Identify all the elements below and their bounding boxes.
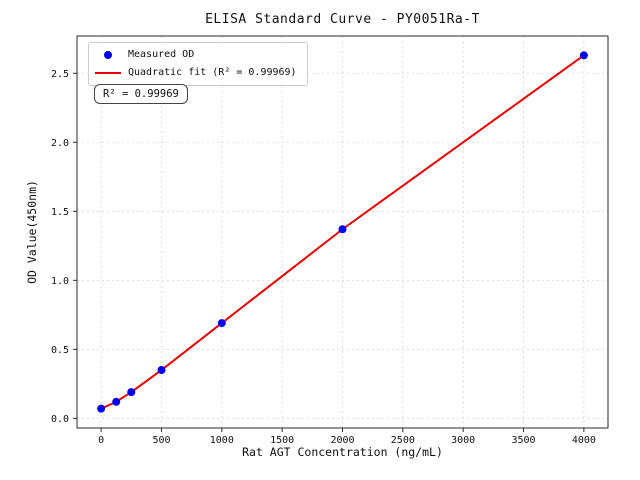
data-point [338, 225, 347, 234]
legend-label-quadratic-fit: Quadratic fit (R² = 0.99969) [128, 67, 297, 78]
y-tick-label: 1.0 [51, 276, 69, 287]
legend-marker-cell [95, 72, 121, 74]
data-point [157, 366, 166, 375]
data-point [127, 388, 136, 397]
x-tick-label: 3000 [451, 435, 475, 446]
r-squared-annotation: R² = 0.99969 [94, 84, 188, 104]
x-tick-label: 4000 [572, 435, 596, 446]
data-point [217, 319, 226, 328]
x-tick-label: 3500 [511, 435, 535, 446]
y-tick-label: 0.0 [51, 414, 69, 425]
legend-entry-quadratic-fit: Quadratic fit (R² = 0.99969) [95, 66, 297, 80]
chart-title: ELISA Standard Curve - PY0051Ra-T [205, 12, 480, 27]
x-tick-label: 1500 [270, 435, 294, 446]
data-point [97, 404, 106, 413]
legend-entry-measured-od: Measured OD [95, 48, 297, 62]
x-tick-label: 2500 [391, 435, 415, 446]
x-tick-label: 2000 [330, 435, 354, 446]
data-point [579, 51, 588, 60]
scatter-dot-icon [104, 51, 112, 59]
y-tick-label: 0.5 [51, 345, 69, 356]
legend: Measured OD Quadratic fit (R² = 0.99969) [88, 42, 308, 86]
data-point [112, 397, 121, 406]
legend-marker-cell [95, 51, 121, 59]
x-tick-label: 1000 [210, 435, 234, 446]
x-tick-label: 500 [152, 435, 170, 446]
x-tick-label: 0 [98, 435, 104, 446]
fit-line-icon [95, 72, 121, 74]
y-tick-label: 2.5 [51, 69, 69, 80]
y-tick-label: 2.0 [51, 138, 69, 149]
x-axis-label: Rat AGT Concentration (ng/mL) [242, 445, 443, 459]
legend-label-measured-od: Measured OD [128, 49, 195, 60]
y-tick-label: 1.5 [51, 207, 69, 218]
y-axis-label: OD Value(450nm) [25, 180, 39, 284]
